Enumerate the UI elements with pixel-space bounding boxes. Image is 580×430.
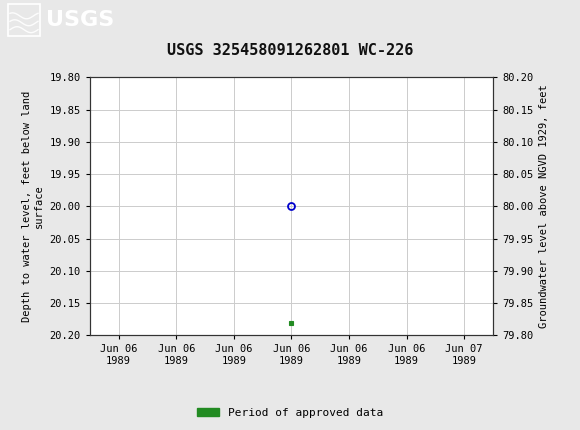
Text: USGS: USGS bbox=[46, 10, 114, 30]
Y-axis label: Groundwater level above NGVD 1929, feet: Groundwater level above NGVD 1929, feet bbox=[539, 85, 549, 328]
Y-axis label: Depth to water level, feet below land
surface: Depth to water level, feet below land su… bbox=[23, 91, 44, 322]
Text: USGS 325458091262801 WC-226: USGS 325458091262801 WC-226 bbox=[167, 43, 413, 58]
Bar bbox=[8, 4, 40, 36]
Legend: Period of approved data: Period of approved data bbox=[193, 403, 387, 422]
